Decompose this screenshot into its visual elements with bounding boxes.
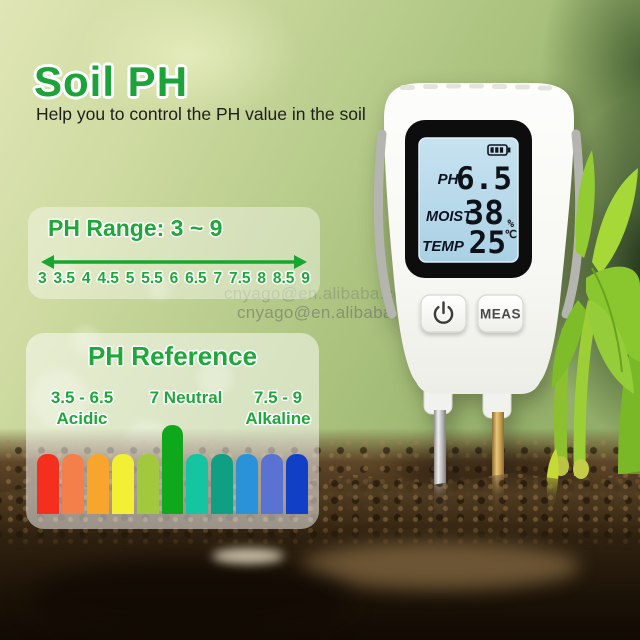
lcd-value-moist: 38 (464, 193, 504, 232)
meas-button-label: MEAS (480, 307, 521, 322)
ph-color-bar (186, 454, 209, 514)
ph-scale-number: 7 (213, 270, 223, 287)
acidic-group: 3.5 - 6.5 Acidic (34, 387, 130, 429)
lcd-unit-temp: ℃ (505, 228, 517, 241)
ph-scale-number: 3 (38, 270, 47, 287)
ph-scale-number: 6 (169, 270, 179, 287)
ph-color-bar (161, 425, 184, 514)
plant-leaves (552, 150, 640, 394)
neutral-range: 7 Neutral (149, 388, 223, 407)
ph-scale-number: 3.5 (53, 270, 76, 287)
ph-color-bar (136, 454, 159, 514)
power-icon (433, 301, 454, 324)
ph-scale-number: 5 (125, 270, 135, 287)
ph-scale-number: 7.5 (228, 270, 251, 287)
left-grip (373, 129, 397, 319)
watermark-ghost: cnyago@en.alibaba.com (224, 284, 418, 303)
alkaline-range: 7.5 - 9 (253, 388, 303, 407)
alkaline-label: Alkaline (245, 409, 311, 428)
power-button (420, 294, 467, 333)
ph-scale-number: 8 (257, 270, 266, 287)
alkaline-group: 7.5 - 9 Alkaline (242, 387, 314, 429)
ph-scale-number: 5.5 (141, 270, 163, 287)
lcd-value-ph: 6.5 (456, 161, 512, 197)
ph-range-panel: PH Range: 3 ~ 9 3 3.5 4 4.5 5 5.5 6 6.5 7 7.5 8 8.5… (28, 207, 320, 299)
lcd-label-temp: TEMP (422, 238, 465, 255)
double-arrow-icon (41, 255, 307, 269)
bokeh-light (148, 278, 170, 300)
lcd-label-moist: MOIST (426, 209, 473, 225)
ph-color-bar (111, 454, 134, 514)
lcd-unit-moist: % (507, 217, 514, 230)
ph-scale-number: 8.5 (272, 270, 295, 287)
meas-button: MEAS (477, 294, 524, 333)
lcd-label-ph: PH (438, 171, 460, 188)
ph-scale-number: 4 (81, 270, 91, 287)
ph-reference-title: PH Reference (87, 341, 258, 371)
ph-scale-number: 6.5 (185, 270, 207, 287)
soil-blurred-foreground (0, 520, 640, 640)
soil-highlight (212, 548, 284, 564)
ph-scale: 3 3.5 4 4.5 5 5.5 6 6.5 7 7.5 8 8.5 9 (38, 270, 310, 288)
neutral-group: 7 Neutral (130, 387, 242, 408)
ph-range-title: PH Range: 3 ~ 9 (48, 215, 223, 241)
battery-icon (487, 144, 511, 156)
ph-color-bar (211, 454, 234, 514)
acidic-range: 3.5 - 6.5 (50, 388, 114, 407)
ph-scale-number: 4.5 (97, 270, 119, 287)
ph-color-bar (261, 454, 284, 514)
vent-dashes (400, 83, 552, 91)
lcd-value-temp: 25 (469, 225, 506, 261)
ph-color-bar (286, 454, 308, 514)
lcd-screen (418, 137, 519, 263)
page-subtitle: Help you to control the PH value in the … (36, 104, 366, 124)
watermark: cnyago@en.alibaba.com (237, 303, 431, 322)
page-title: Soil PH (34, 58, 189, 105)
ph-scale-number: 9 (301, 270, 310, 287)
ph-color-bar (61, 454, 84, 514)
ph-reference-panel: PH Reference 3.5 - 6.5 Acidic 7 Neutral … (26, 333, 319, 529)
ph-color-scale (37, 425, 308, 514)
ph-color-bar (37, 454, 59, 514)
ph-color-bar (86, 454, 109, 514)
ph-color-bar (236, 454, 259, 514)
acidic-label: Acidic (56, 409, 108, 428)
